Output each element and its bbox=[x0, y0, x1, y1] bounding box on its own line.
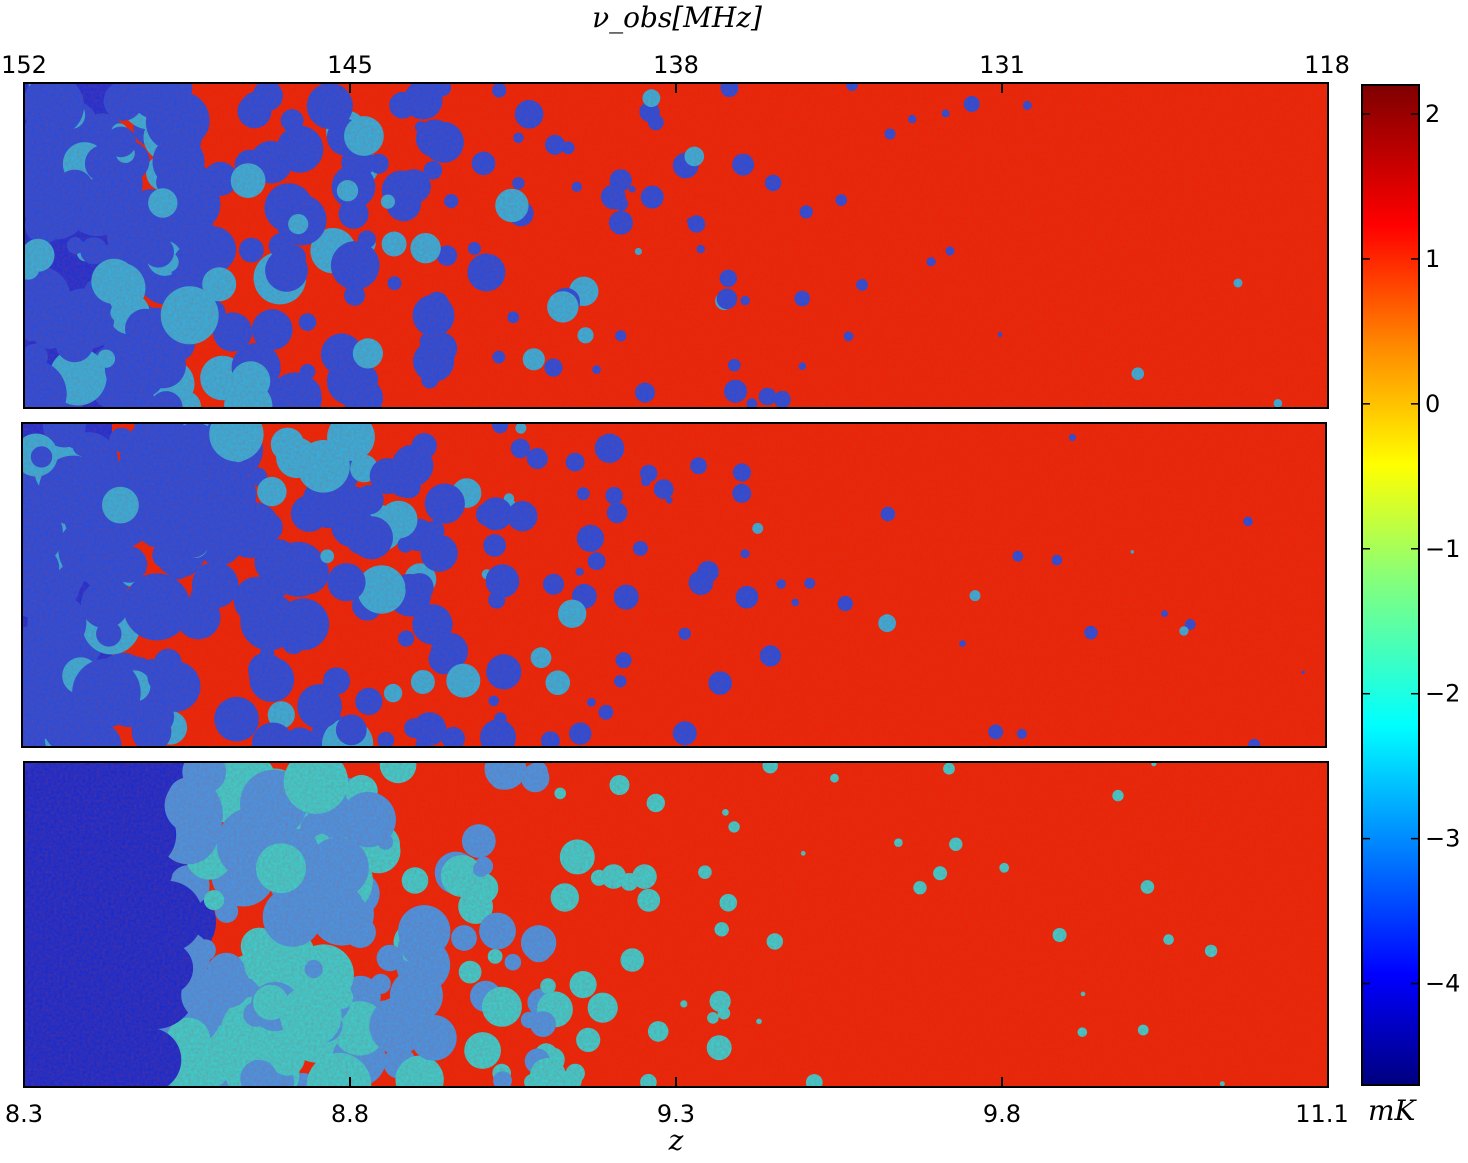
colorbar: 2 1 0 −1 −2 −3 −4 mK bbox=[1361, 84, 1460, 1127]
colorbar-tick-label: −2 bbox=[1425, 680, 1460, 708]
panel-field bbox=[24, 762, 1328, 1087]
colorbar-tick-label: −4 bbox=[1425, 970, 1460, 998]
lightcone-panel-1 bbox=[23, 82, 1329, 409]
lightcone-panel-3 bbox=[23, 761, 1329, 1088]
colorbar-tick-label: −3 bbox=[1425, 825, 1460, 853]
panel-texture bbox=[22, 423, 1326, 747]
colorbar-ticks: 2 1 0 −1 −2 −3 −4 bbox=[1362, 100, 1460, 998]
bottom-tick-label: 11.1 bbox=[1295, 1100, 1348, 1128]
bottom-tick-label: 9.8 bbox=[983, 1100, 1021, 1128]
panel-texture bbox=[24, 83, 1328, 408]
bottom-tick-label: 9.3 bbox=[657, 1100, 695, 1128]
panel-field bbox=[22, 423, 1326, 747]
top-tick-label: 118 bbox=[1304, 51, 1350, 79]
top-tick-labels: 152 145 138 131 118 bbox=[1, 51, 1350, 79]
colorbar-tick-label: 0 bbox=[1425, 390, 1440, 418]
bottom-tick-labels: 8.3 8.8 9.3 9.8 11.1 bbox=[5, 1100, 1349, 1128]
bottom-tick-label: 8.3 bbox=[5, 1100, 43, 1128]
lightcone-panel-2 bbox=[21, 422, 1327, 748]
top-axis-title: ν_obs[MHz] bbox=[592, 1, 762, 34]
top-tick-label: 138 bbox=[653, 51, 699, 79]
colorbar-tick-label: 2 bbox=[1425, 100, 1440, 128]
panel-frame bbox=[21, 422, 1327, 748]
colorbar-tick-label: 1 bbox=[1425, 245, 1440, 273]
panel-texture bbox=[24, 762, 1328, 1087]
panel-field bbox=[24, 83, 1328, 408]
colorbar-gradient bbox=[1361, 84, 1420, 1086]
colorbar-tick-label: −1 bbox=[1425, 535, 1460, 563]
top-tick-label: 131 bbox=[979, 51, 1025, 79]
top-tick-label: 152 bbox=[1, 51, 47, 79]
colorbar-unit: mK bbox=[1368, 1094, 1418, 1127]
top-tick-label: 145 bbox=[327, 51, 373, 79]
bottom-axis-title: z bbox=[668, 1124, 684, 1157]
bottom-tick-label: 8.8 bbox=[331, 1100, 369, 1128]
